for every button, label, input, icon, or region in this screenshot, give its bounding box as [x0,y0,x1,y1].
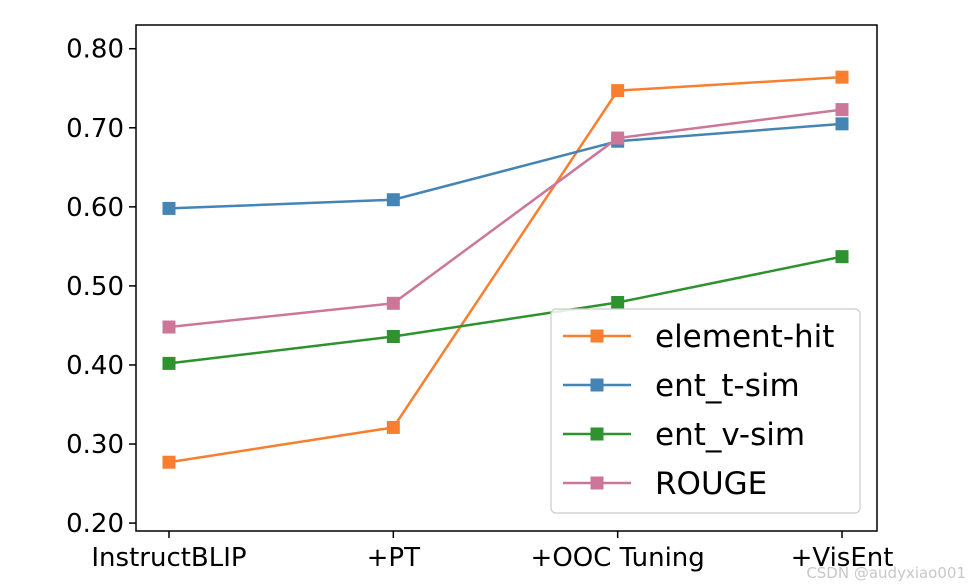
data-point-ent_v-sim [162,356,176,370]
data-point-ROUGE [386,296,400,310]
legend-marker-element-hit [590,329,604,343]
data-point-ent_t-sim [386,193,400,207]
data-point-ent_t-sim [835,117,849,131]
data-point-ent_v-sim [835,250,849,264]
data-point-element-hit [386,420,400,434]
legend-label: ent_v-sim [655,417,805,453]
legend-marker-ent_v-sim [590,427,604,441]
data-point-ent_t-sim [162,201,176,215]
legend-marker-ent_t-sim [590,378,604,392]
plot-area-frame [135,24,878,532]
legend-label: ent_t-sim [655,368,800,404]
legend-label: element-hit [655,319,834,355]
data-point-ent_v-sim [611,296,625,310]
data-point-element-hit [162,455,176,469]
data-point-ROUGE [611,131,625,145]
series-line-ent_t-sim [168,122,843,210]
x-axis: InstructBLIP +PT +OOC Tuning +VisEnt [91,531,893,573]
y-tick-label: 0.20 [66,509,124,539]
data-point-ROUGE [162,320,176,334]
x-tick-label: +VisEnt [791,543,894,573]
y-tick-label: 0.30 [66,430,124,460]
series-line-ent_v-sim [168,255,843,365]
legend: element-hit ent_t-sim ent_v-sim ROUGE [550,308,861,514]
y-axis: 0.20 0.30 0.40 0.50 0.60 0.70 0.80 [66,35,136,539]
legend-label: ROUGE [655,466,767,502]
x-tick-label: InstructBLIP [91,543,246,573]
data-point-element-hit [835,70,849,84]
legend-marker-ROUGE [590,476,604,490]
x-tick-label: +OOC Tuning [531,543,705,573]
y-tick-label: 0.60 [66,193,124,223]
y-tick-label: 0.40 [66,351,124,381]
data-point-ROUGE [835,103,849,117]
series-line-ROUGE [168,108,843,329]
watermark: CSDN @audyxiao001 [806,564,966,582]
series-layer [162,70,849,469]
y-tick-label: 0.80 [66,35,124,65]
legend-box [550,308,861,514]
series-line-element-hit [168,75,843,464]
y-tick-label: 0.50 [66,272,124,302]
data-point-ent_v-sim [386,330,400,344]
x-tick-label: +PT [367,543,420,573]
y-tick-label: 0.70 [66,114,124,144]
data-point-element-hit [611,84,625,98]
